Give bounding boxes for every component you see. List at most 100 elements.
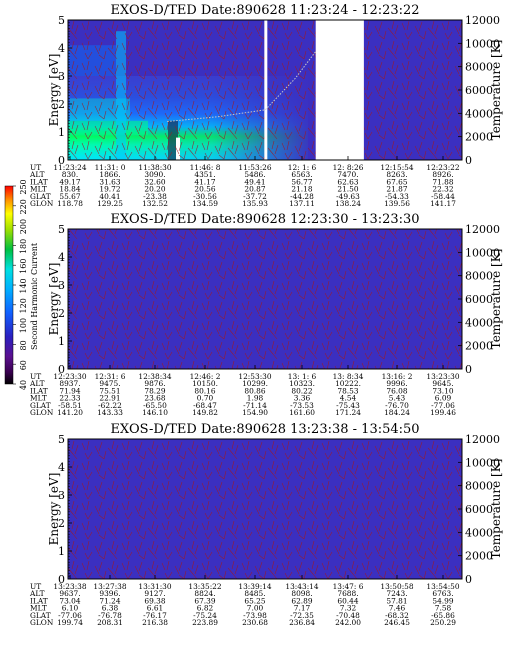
table-row-label: MLT (30, 185, 47, 194)
table-cell: 171.24 (335, 408, 361, 417)
table-cell: -30.56 (193, 192, 217, 201)
table-cell: 20.87 (244, 185, 265, 194)
table-cell: 223.89 (192, 618, 218, 627)
table-row-label: GLAT (30, 611, 51, 620)
table-cell: 13:27:38 (93, 582, 126, 591)
table-cell: 154.90 (242, 408, 268, 417)
table-row-label: ILAT (30, 596, 48, 605)
y2-tick-label: 0 (465, 573, 472, 586)
noise-overlay (68, 229, 462, 369)
table-cell: 12:53:30 (238, 372, 271, 381)
y-tick-label: 4 (58, 251, 65, 264)
table-cell: -76.78 (98, 611, 122, 620)
table-row-label: UT (30, 372, 41, 381)
table-cell: 4.54 (340, 394, 357, 403)
y2-tick-label: 10000 (465, 37, 500, 50)
colorbar-tick-label: 180 (19, 239, 28, 254)
table-cell: 78.29 (144, 386, 165, 395)
y-tick-label: 5 (58, 433, 65, 446)
table-cell: 78.53 (337, 386, 358, 395)
table-cell: 199.74 (57, 618, 83, 627)
table-cell: 80.22 (291, 386, 312, 395)
y2-tick-label: 8000 (465, 480, 493, 493)
ephemeris-table: UTALTILATMLTGLATGLON13:23:389637.73.046.… (29, 582, 460, 627)
table-cell: 8937. (59, 379, 80, 388)
table-cell: 132.52 (142, 199, 168, 208)
table-cell: 76.08 (386, 386, 407, 395)
table-cell: 65.25 (244, 596, 265, 605)
y-tick-label: 4 (58, 461, 65, 474)
table-cell: -77.06 (431, 401, 455, 410)
table-cell: 141.17 (430, 199, 456, 208)
panel-1: EXOS-D/TED Date:890628 11:23:24 - 12:23:… (29, 3, 503, 208)
panel-2: EXOS-D/TED Date:890628 12:23:30 - 13:23:… (29, 212, 503, 417)
table-cell: 230.68 (242, 618, 268, 627)
table-cell: 9996. (386, 379, 407, 388)
table-cell: 13:43:14 (285, 582, 318, 591)
panel-title: EXOS-D/TED Date:890628 11:23:24 - 12:23:… (110, 3, 419, 18)
table-cell: -70.48 (336, 611, 360, 620)
table-cell: 9475. (99, 379, 120, 388)
y2-tick-label: 4000 (465, 526, 493, 539)
table-cell: -54.33 (385, 192, 409, 201)
table-cell: 12:46: 2 (190, 372, 221, 381)
table-cell: 8485. (244, 589, 265, 598)
table-row-label: ALT (29, 589, 45, 598)
table-cell: 21.50 (337, 185, 358, 194)
table-cell: 10299. (242, 379, 268, 388)
table-cell: 143.33 (97, 408, 123, 417)
y2-tick-label: 2000 (465, 131, 493, 144)
colorbar-tick-label: 160 (19, 259, 28, 274)
table-cell: 129.25 (97, 199, 123, 208)
y-tick-label: 3 (58, 279, 65, 292)
colorbar-ticks: 40 60 80 100 120 140 160 180 200 220 250 (13, 179, 28, 390)
table-cell: 10150. (192, 379, 218, 388)
table-row-label: MLT (30, 394, 47, 403)
table-cell: -58.44 (431, 192, 455, 201)
table-cell: 7.17 (294, 604, 311, 613)
table-cell: 73.04 (59, 596, 80, 605)
table-cell: 7.00 (247, 604, 264, 613)
colorbar: 40 60 80 100 120 140 160 180 200 220 250 Second Ha… (4, 179, 39, 390)
table-cell: 13:35:22 (188, 582, 221, 591)
table-cell: 62.63 (337, 177, 358, 186)
y2-tick-label: 12000 (465, 433, 500, 446)
table-cell: 6.61 (147, 604, 163, 613)
table-cell: 141.20 (57, 408, 83, 417)
table-cell: 149.82 (192, 408, 218, 417)
table-cell: 21.87 (386, 185, 407, 194)
y-tick-label: 2 (58, 98, 65, 111)
y-tick-label: 4 (58, 42, 65, 55)
table-cell: 80.16 (194, 386, 215, 395)
table-cell: 22.91 (99, 394, 120, 403)
panel-3: EXOS-D/TED Date:890628 13:23:38 - 13:54:… (29, 422, 503, 627)
table-cell: 216.38 (142, 618, 168, 627)
y2-tick-label: 6000 (465, 293, 493, 306)
data-gap (315, 20, 364, 160)
y2-tick-label: 8000 (465, 270, 493, 283)
table-cell: -76.17 (143, 611, 167, 620)
table-cell: 67.65 (386, 177, 407, 186)
table-row-label: ALT (29, 170, 45, 179)
table-cell: 118.78 (57, 199, 83, 208)
colorbar-tick-label: 250 (19, 179, 28, 194)
table-cell: 11:46: 8 (190, 163, 221, 172)
table-cell: 75.51 (99, 386, 120, 395)
table-cell: -58.51 (58, 401, 82, 410)
table-cell: 19.72 (99, 185, 120, 194)
table-row-label: GLAT (30, 401, 51, 410)
table-cell: 20.56 (194, 185, 215, 194)
table-cell: 22.33 (59, 394, 80, 403)
table-cell: 13:50:58 (380, 582, 413, 591)
table-cell: 208.31 (97, 618, 123, 627)
y2-axis-label: Temperature [K] (489, 459, 503, 560)
table-cell: 9396. (99, 589, 120, 598)
table-cell: 49.17 (59, 177, 80, 186)
table-cell: 139.56 (384, 199, 410, 208)
y-tick-label: 5 (58, 223, 65, 236)
table-cell: 6.38 (102, 604, 119, 613)
table-cell: 6.09 (435, 394, 452, 403)
table-cell: 137.11 (289, 199, 315, 208)
